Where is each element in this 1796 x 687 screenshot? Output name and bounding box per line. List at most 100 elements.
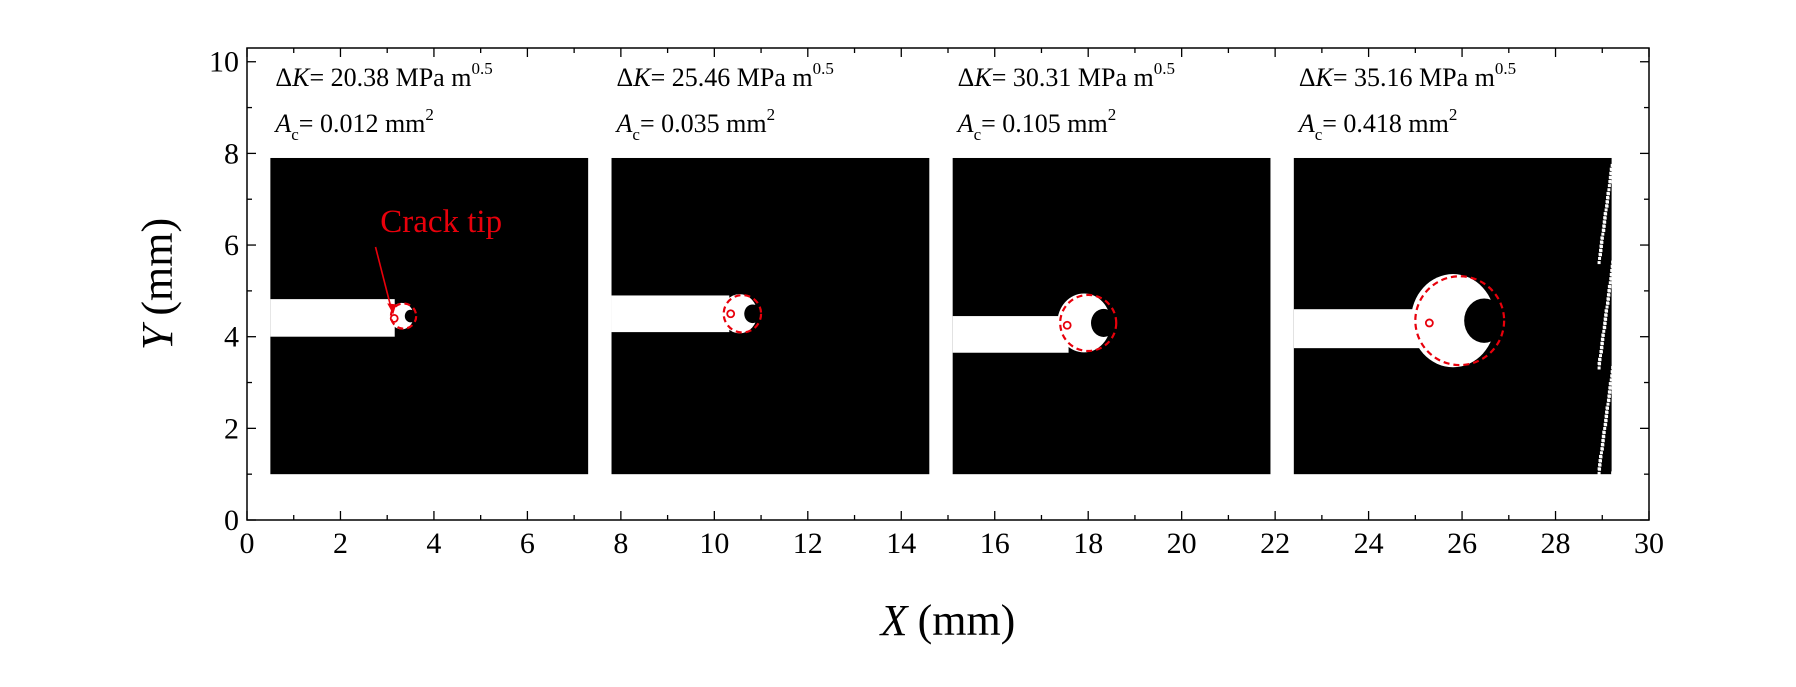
speckle-noise <box>1609 277 1613 281</box>
x-tick-label: 2 <box>333 527 348 560</box>
speckle-noise <box>1607 284 1611 288</box>
x-tick-label: 28 <box>1541 527 1571 560</box>
speckle-noise <box>1607 184 1611 188</box>
speckle-noise <box>1609 378 1613 382</box>
delta-k-label-4: ΔK= 35.16 MPa m0.5 <box>1299 59 1516 92</box>
x-tick-label: 16 <box>980 527 1010 560</box>
crack-panel-3 <box>952 157 1271 475</box>
y-tick-label: 2 <box>224 412 239 445</box>
crack-notch-2 <box>744 304 762 324</box>
area-label-2: Ac= 0.035 mm2 <box>615 105 776 144</box>
speckle-noise <box>1608 179 1612 183</box>
speckle-noise <box>1600 443 1604 447</box>
speckle-noise <box>1604 309 1608 313</box>
speckle-noise <box>1607 394 1611 398</box>
plastic-zone-circle-2 <box>722 293 763 334</box>
speckle-noise <box>1598 357 1602 361</box>
speckle-noise <box>1606 191 1610 195</box>
speckle-noise <box>1601 438 1605 442</box>
y-tick-label: 6 <box>224 229 239 262</box>
crack-tip-blunt-1 <box>389 302 414 330</box>
speckle-noise <box>1603 422 1607 426</box>
speckle-noise <box>1598 256 1602 260</box>
y-tick-label: 10 <box>209 46 239 79</box>
speckle-noise <box>1601 333 1605 337</box>
speckle-noise <box>1600 341 1604 345</box>
crack-panel-1 <box>270 157 589 475</box>
crack-tip-arrow-head <box>387 303 397 315</box>
speckle-noise <box>1602 430 1606 434</box>
speckle-noise <box>1604 208 1608 212</box>
speckle-noise <box>1602 325 1606 329</box>
crack-tip-marker-4 <box>1424 318 1434 328</box>
speckle-noise <box>1599 349 1603 353</box>
speckle-noise <box>1609 171 1613 175</box>
plastic-zone-circle-1 <box>389 302 418 330</box>
speckle-noise <box>1603 317 1607 321</box>
speckle-noise <box>1610 370 1614 374</box>
speckle-noise <box>1597 467 1601 471</box>
speckle-noise <box>1606 293 1610 297</box>
x-tick-label: 8 <box>613 527 628 560</box>
crack-band-3 <box>952 316 1069 353</box>
x-tick-label: 10 <box>699 527 729 560</box>
speckle-noise <box>1606 402 1610 406</box>
crack-tip-marker-2 <box>726 309 736 319</box>
speckle-noise <box>1600 337 1604 341</box>
speckle-noise <box>1601 434 1605 438</box>
speckle-noise <box>1599 244 1603 248</box>
speckle-noise <box>1602 224 1606 228</box>
area-label-4: Ac= 0.418 mm2 <box>1297 105 1458 144</box>
speckle-noise <box>1605 410 1609 414</box>
speckle-noise <box>1603 212 1607 216</box>
x-axis-title: X (mm) <box>879 596 1016 645</box>
speckle-noise <box>1608 175 1612 179</box>
speckle-noise <box>1599 240 1603 244</box>
x-tick-label: 6 <box>520 527 535 560</box>
speckle-noise <box>1603 426 1607 430</box>
y-tick-label: 0 <box>224 504 239 537</box>
crack-tip-marker-1 <box>389 313 399 323</box>
y-tick-label: 4 <box>224 321 239 354</box>
y-axis-title: Y(mm) <box>133 218 182 350</box>
area-label-3: Ac= 0.105 mm2 <box>956 105 1117 144</box>
speckle-noise <box>1611 260 1615 264</box>
x-tick-label: 22 <box>1260 527 1290 560</box>
x-tick-label: 18 <box>1073 527 1103 560</box>
speckle-noise <box>1609 167 1613 171</box>
speckle-noise <box>1610 163 1614 167</box>
speckle-noise <box>1604 418 1608 422</box>
speckle-noise <box>1605 204 1609 208</box>
speckle-noise <box>1607 289 1611 293</box>
speckle-noise <box>1607 390 1611 394</box>
speckle-noise <box>1606 301 1610 305</box>
x-tick-label: 20 <box>1167 527 1197 560</box>
speckle-noise <box>1609 273 1613 277</box>
speckle-noise <box>1605 406 1609 410</box>
speckle-noise <box>1610 264 1614 268</box>
speckle-noise <box>1605 305 1609 309</box>
speckle-noise <box>1610 268 1614 272</box>
speckle-noise <box>1610 374 1614 378</box>
crack-notch-4 <box>1464 298 1505 343</box>
crack-band-4 <box>1293 309 1429 349</box>
crack-band-1 <box>270 299 395 337</box>
speckle-noise <box>1597 366 1601 370</box>
speckle-noise <box>1606 196 1610 200</box>
delta-k-label-2: ΔK= 25.46 MPa m0.5 <box>617 59 834 92</box>
speckle-noise <box>1607 188 1611 192</box>
x-tick-label: 14 <box>886 527 916 560</box>
speckle-noise <box>1603 321 1607 325</box>
speckle-noise <box>1605 200 1609 204</box>
speckle-noise <box>1602 329 1606 333</box>
speckle-noise <box>1608 382 1612 386</box>
area-label-1: Ac= 0.012 mm2 <box>273 105 434 144</box>
speckle-noise <box>1598 248 1602 252</box>
crack-tip-blunt-4 <box>1410 274 1496 368</box>
x-tick-label: 4 <box>426 527 441 560</box>
speckle-noise <box>1608 386 1612 390</box>
crack-panel-2 <box>611 157 930 475</box>
delta-k-label-3: ΔK= 30.31 MPa m0.5 <box>958 59 1175 92</box>
speckle-noise <box>1598 252 1602 256</box>
crack-band-2 <box>611 295 730 333</box>
